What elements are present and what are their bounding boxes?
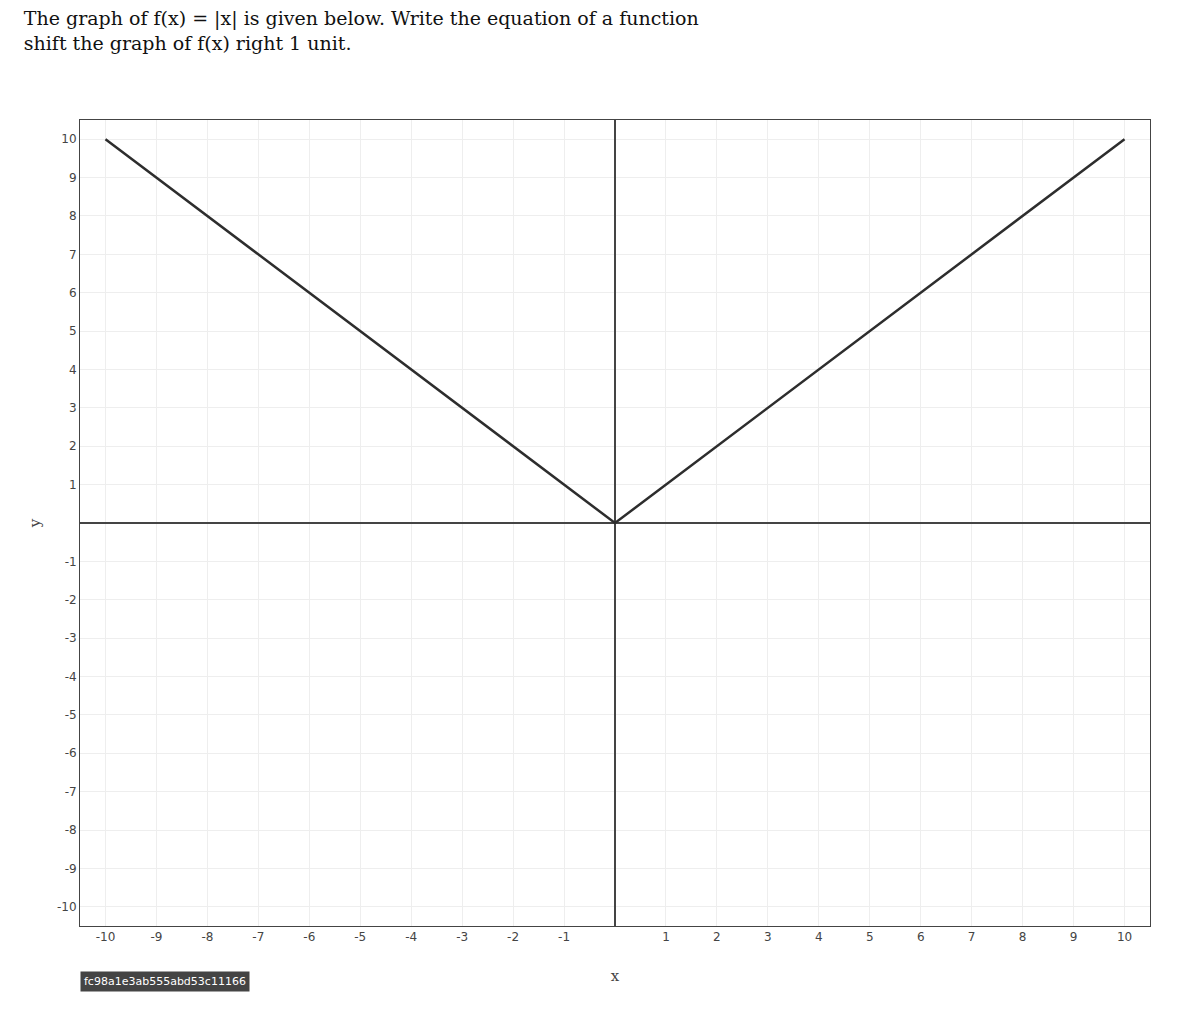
svg-text:fc98a1e3ab555abd53c11166: fc98a1e3ab555abd53c11166 — [84, 975, 246, 988]
svg-text:-3: -3 — [456, 930, 468, 944]
svg-text:The graph of f(x) = |x| is giv: The graph of f(x) = |x| is given below. … — [24, 7, 699, 54]
svg-text:-4: -4 — [65, 670, 77, 684]
svg-text:3: 3 — [69, 401, 77, 415]
svg-text:-10: -10 — [96, 930, 116, 944]
svg-text:7: 7 — [69, 248, 77, 262]
svg-text:y: y — [26, 518, 44, 528]
svg-text:-7: -7 — [252, 930, 264, 944]
svg-text:8: 8 — [69, 209, 77, 223]
svg-text:2: 2 — [713, 930, 721, 944]
svg-text:2: 2 — [69, 439, 77, 453]
svg-text:-6: -6 — [303, 930, 315, 944]
svg-text:1: 1 — [662, 930, 670, 944]
svg-text:4: 4 — [815, 930, 823, 944]
svg-text:-8: -8 — [201, 930, 213, 944]
svg-text:1: 1 — [69, 478, 77, 492]
svg-text:-1: -1 — [558, 930, 570, 944]
svg-text:7: 7 — [968, 930, 976, 944]
svg-text:9: 9 — [1070, 930, 1078, 944]
svg-text:3: 3 — [764, 930, 772, 944]
svg-text:-9: -9 — [150, 930, 162, 944]
svg-text:-8: -8 — [65, 823, 77, 837]
svg-text:8: 8 — [1019, 930, 1027, 944]
svg-text:-1: -1 — [65, 555, 77, 569]
svg-text:-5: -5 — [354, 930, 366, 944]
svg-text:4: 4 — [69, 363, 77, 377]
svg-text:6: 6 — [917, 930, 925, 944]
svg-text:-10: -10 — [57, 900, 77, 914]
svg-text:-3: -3 — [65, 631, 77, 645]
svg-text:-4: -4 — [405, 930, 417, 944]
svg-text:6: 6 — [69, 286, 77, 300]
svg-text:-2: -2 — [65, 593, 77, 607]
svg-text:-2: -2 — [507, 930, 519, 944]
svg-text:-5: -5 — [65, 708, 77, 722]
svg-text:-7: -7 — [65, 785, 77, 799]
svg-text:-6: -6 — [65, 746, 77, 760]
svg-text:10: 10 — [61, 132, 76, 146]
svg-text:x: x — [611, 967, 620, 985]
svg-text:9: 9 — [69, 171, 77, 185]
svg-text:10: 10 — [1117, 930, 1132, 944]
svg-text:5: 5 — [866, 930, 874, 944]
svg-text:-9: -9 — [65, 862, 77, 876]
svg-text:5: 5 — [69, 324, 77, 338]
